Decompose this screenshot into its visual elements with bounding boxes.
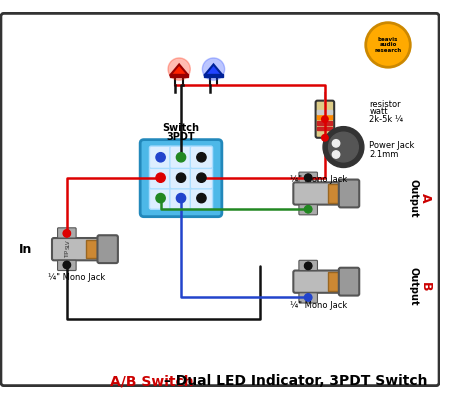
FancyBboxPatch shape xyxy=(299,205,318,215)
Circle shape xyxy=(305,294,311,301)
Text: watt: watt xyxy=(369,107,388,116)
Bar xyxy=(318,127,332,130)
Circle shape xyxy=(64,230,70,237)
FancyBboxPatch shape xyxy=(98,235,118,263)
Circle shape xyxy=(63,230,71,237)
Bar xyxy=(318,121,332,125)
Circle shape xyxy=(305,263,311,269)
Text: 2.1mm: 2.1mm xyxy=(369,150,399,159)
Text: resistor: resistor xyxy=(369,100,401,109)
Circle shape xyxy=(304,262,312,270)
FancyBboxPatch shape xyxy=(86,240,100,258)
Circle shape xyxy=(366,23,410,67)
Text: ¼" Mono Jack: ¼" Mono Jack xyxy=(290,175,347,184)
FancyBboxPatch shape xyxy=(316,101,334,138)
FancyBboxPatch shape xyxy=(149,166,172,189)
FancyBboxPatch shape xyxy=(190,146,212,168)
FancyBboxPatch shape xyxy=(328,184,341,203)
Circle shape xyxy=(156,193,165,203)
Circle shape xyxy=(305,174,311,181)
Circle shape xyxy=(197,193,206,203)
Circle shape xyxy=(156,173,165,182)
FancyBboxPatch shape xyxy=(52,238,111,260)
FancyBboxPatch shape xyxy=(1,13,439,386)
FancyBboxPatch shape xyxy=(149,187,172,209)
Circle shape xyxy=(322,135,328,141)
Circle shape xyxy=(176,193,186,203)
Circle shape xyxy=(304,206,312,213)
FancyBboxPatch shape xyxy=(339,180,359,208)
Circle shape xyxy=(156,153,165,162)
Circle shape xyxy=(323,127,364,168)
Text: 2k-5k ¼: 2k-5k ¼ xyxy=(369,115,403,124)
Circle shape xyxy=(176,153,186,162)
FancyBboxPatch shape xyxy=(190,187,212,209)
FancyBboxPatch shape xyxy=(299,172,318,182)
FancyBboxPatch shape xyxy=(149,146,172,168)
Circle shape xyxy=(332,139,340,147)
FancyBboxPatch shape xyxy=(328,272,341,291)
FancyBboxPatch shape xyxy=(170,187,192,209)
Text: ¼" Mono Jack: ¼" Mono Jack xyxy=(290,301,347,310)
Text: B: B xyxy=(419,282,432,291)
Bar xyxy=(204,74,223,77)
Circle shape xyxy=(176,173,186,182)
FancyBboxPatch shape xyxy=(293,270,353,293)
Text: beavis
audio
research: beavis audio research xyxy=(374,37,401,53)
Text: Power Jack: Power Jack xyxy=(369,141,415,150)
Circle shape xyxy=(332,151,340,158)
FancyBboxPatch shape xyxy=(57,228,76,238)
Polygon shape xyxy=(204,64,223,76)
Circle shape xyxy=(197,153,206,162)
FancyBboxPatch shape xyxy=(140,139,222,217)
Text: – Dual LED Indicator, 3PDT Switch: – Dual LED Indicator, 3PDT Switch xyxy=(159,374,427,388)
Text: Output: Output xyxy=(408,267,418,305)
Circle shape xyxy=(328,132,358,162)
Bar xyxy=(318,116,332,119)
Text: TIP: TIP xyxy=(65,250,70,258)
Circle shape xyxy=(322,116,328,123)
Text: In: In xyxy=(19,243,33,256)
Text: Switch: Switch xyxy=(163,123,200,133)
Bar xyxy=(318,110,332,114)
Circle shape xyxy=(197,173,206,182)
Text: A: A xyxy=(419,193,432,203)
Circle shape xyxy=(63,261,71,269)
Circle shape xyxy=(64,262,70,268)
FancyBboxPatch shape xyxy=(190,166,212,189)
FancyBboxPatch shape xyxy=(170,146,192,168)
Text: ¼" Mono Jack: ¼" Mono Jack xyxy=(48,273,106,282)
Circle shape xyxy=(305,206,311,212)
Circle shape xyxy=(168,58,190,80)
Polygon shape xyxy=(170,64,189,76)
Text: 3PDT: 3PDT xyxy=(167,132,195,142)
Text: SLV: SLV xyxy=(65,240,70,249)
FancyBboxPatch shape xyxy=(170,166,192,189)
Bar xyxy=(170,74,189,77)
Circle shape xyxy=(304,174,312,181)
FancyBboxPatch shape xyxy=(299,260,318,270)
Text: A/B Switch: A/B Switch xyxy=(109,374,193,388)
FancyBboxPatch shape xyxy=(299,293,318,303)
Circle shape xyxy=(202,58,225,80)
FancyBboxPatch shape xyxy=(339,268,359,295)
FancyBboxPatch shape xyxy=(293,182,353,205)
FancyBboxPatch shape xyxy=(57,260,76,270)
Text: Output: Output xyxy=(408,179,418,218)
Circle shape xyxy=(304,294,312,301)
